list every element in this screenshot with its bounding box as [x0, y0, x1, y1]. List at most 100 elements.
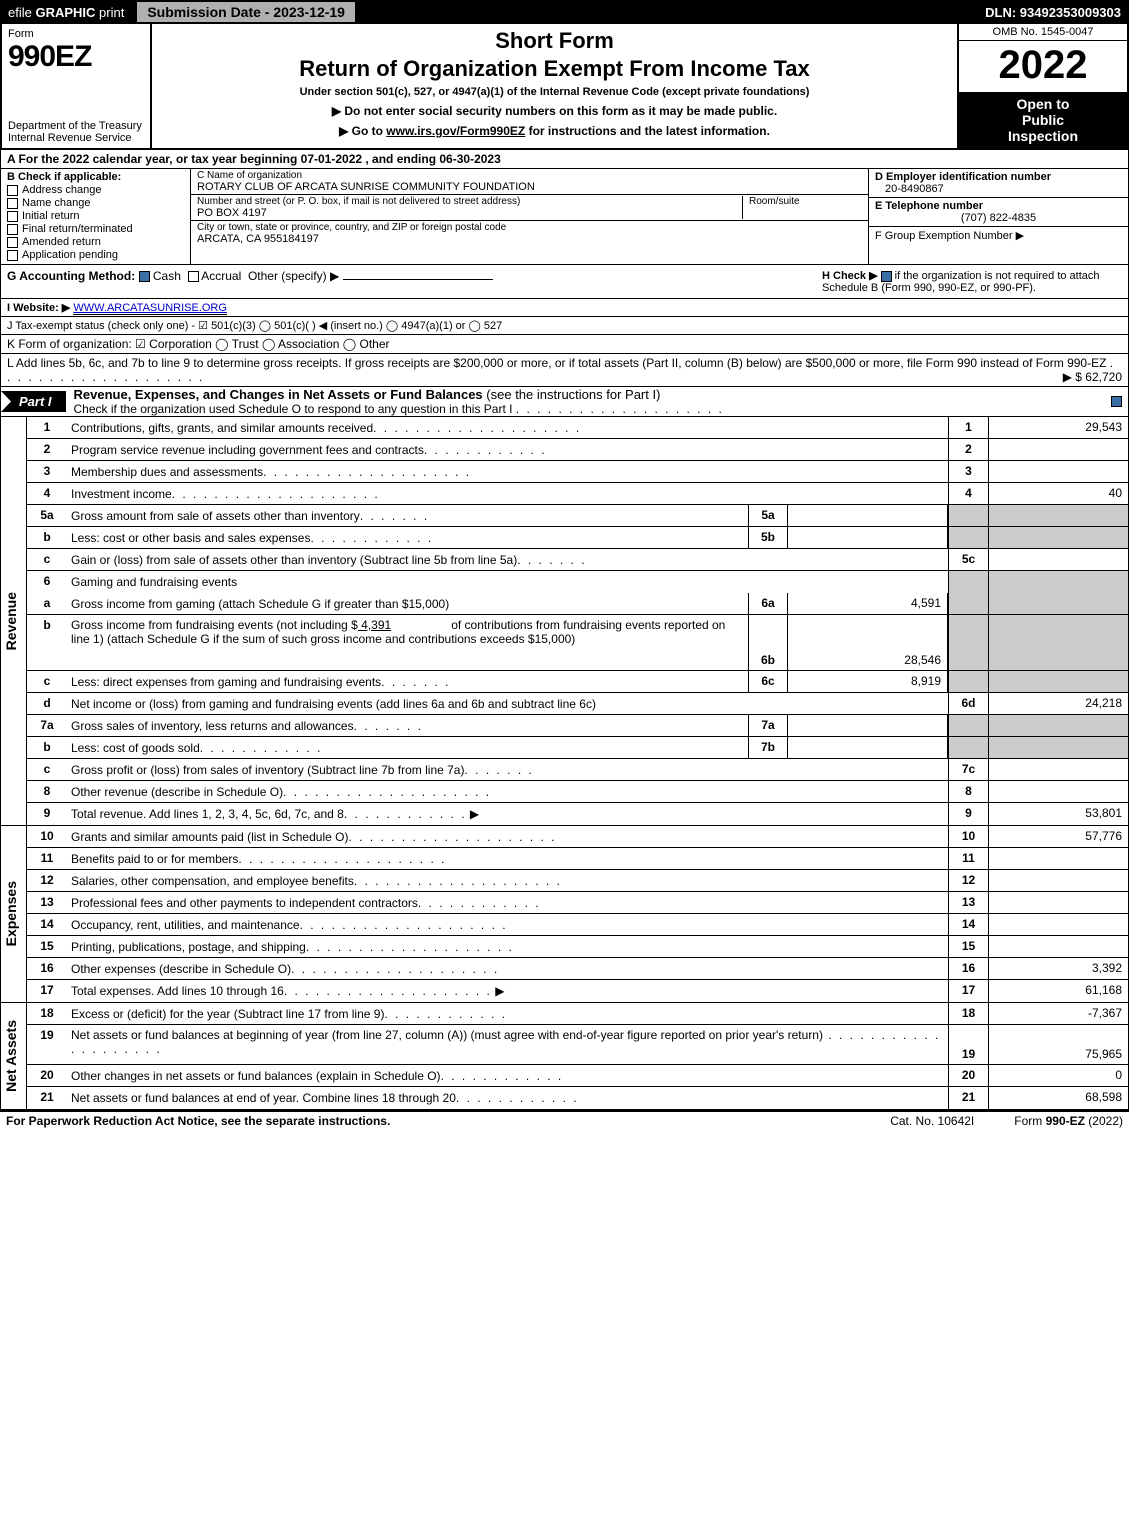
line-no: 8: [27, 781, 67, 802]
section-c: C Name of organization ROTARY CLUB OF AR…: [191, 169, 868, 264]
part-1-tab: Part I: [1, 391, 66, 412]
org-name: ROTARY CLUB OF ARCATA SUNRISE COMMUNITY …: [197, 181, 862, 193]
desc-text: Benefits paid to or for members: [71, 852, 238, 866]
chk-amended-return[interactable]: Amended return: [7, 236, 184, 248]
row-i: I Website: ▶ WWW.ARCATASUNRISE.ORG: [0, 299, 1129, 317]
row-h: H Check ▶ if the organization is not req…: [822, 269, 1122, 294]
line-7a: 7a Gross sales of inventory, less return…: [27, 715, 1128, 737]
box-val: [988, 892, 1128, 913]
chk-label: Initial return: [22, 210, 79, 222]
line-9: 9 Total revenue. Add lines 1, 2, 3, 4, 5…: [27, 803, 1128, 825]
chk-label: Address change: [22, 184, 102, 196]
box-no: 13: [948, 892, 988, 913]
dots-icon: [517, 553, 586, 567]
grey-cell: [988, 571, 1128, 593]
box-val: 24,218: [988, 693, 1128, 714]
grey-cell: [988, 527, 1128, 548]
line-1: 1 Contributions, gifts, grants, and simi…: [27, 417, 1128, 439]
chk-name-change[interactable]: Name change: [7, 197, 184, 209]
inner-box-no: 5a: [748, 505, 788, 526]
expenses-tab: Expenses: [1, 826, 27, 1002]
sub-line-1: Under section 501(c), 527, or 4947(a)(1)…: [160, 86, 949, 98]
expenses-tab-label: Expenses: [1, 875, 26, 952]
chk-initial-return[interactable]: Initial return: [7, 210, 184, 222]
line-desc: Less: cost of goods sold: [67, 737, 748, 758]
website-link[interactable]: WWW.ARCATASUNRISE.ORG: [73, 302, 227, 315]
netassets-body: 18 Excess or (deficit) for the year (Sub…: [27, 1003, 1128, 1109]
inner-box-no: 7b: [748, 737, 788, 758]
line-desc: Gain or (loss) from sale of assets other…: [67, 549, 948, 570]
group-label: F Group Exemption Number ▶: [875, 229, 1122, 242]
desc-text: Gross sales of inventory, less returns a…: [71, 719, 354, 733]
line-no: b: [27, 615, 67, 670]
box-val: [988, 936, 1128, 957]
desc-text: Investment income: [71, 487, 172, 501]
g-accrual: Accrual: [201, 269, 241, 283]
box-val: 61,168: [988, 980, 1128, 1002]
line-5b: b Less: cost or other basis and sales ex…: [27, 527, 1128, 549]
footer-left: For Paperwork Reduction Act Notice, see …: [6, 1114, 390, 1128]
chk-label: Name change: [22, 197, 91, 209]
dots-icon: [310, 531, 433, 545]
grey-cell: [948, 715, 988, 736]
desc-text: Gross income from gaming (attach Schedul…: [71, 597, 449, 611]
line-no: 2: [27, 439, 67, 460]
inner-box-no: 6a: [748, 593, 788, 614]
check-line-text: Check if the organization used Schedule …: [74, 402, 513, 416]
org-name-row: C Name of organization ROTARY CLUB OF AR…: [191, 169, 868, 195]
line-no: 11: [27, 848, 67, 869]
header-right-col: OMB No. 1545-0047 2022 Open to Public In…: [957, 24, 1127, 148]
box-no: 15: [948, 936, 988, 957]
desc-text: Less: cost of goods sold: [71, 741, 200, 755]
form-number: 990EZ: [8, 40, 144, 74]
chk-address-change[interactable]: Address change: [7, 184, 184, 196]
dots-icon: [348, 830, 556, 844]
ein-row: D Employer identification number 20-8490…: [869, 169, 1128, 198]
topbar-left: efile GRAPHIC print Submission Date - 20…: [0, 1, 356, 23]
line-no: 21: [27, 1087, 67, 1109]
footer-right-bold: 990-EZ: [1046, 1114, 1085, 1128]
form-header: Form 990EZ Department of the Treasury In…: [0, 24, 1129, 150]
revenue-tab: Revenue: [1, 417, 27, 825]
inner-box-no: 7a: [748, 715, 788, 736]
chk-final-return[interactable]: Final return/terminated: [7, 223, 184, 235]
line-desc: Grants and similar amounts paid (list in…: [67, 826, 948, 847]
desc-text: Gross profit or (loss) from sales of inv…: [71, 763, 464, 777]
footer-right-prefix: Form: [1014, 1114, 1045, 1128]
dots-icon: [360, 509, 429, 523]
dots-icon: [441, 1069, 564, 1083]
desc-text: Other changes in net assets or fund bala…: [71, 1069, 441, 1083]
desc-text: Other revenue (describe in Schedule O): [71, 785, 283, 799]
checkbox-icon: [7, 250, 18, 261]
irs-link[interactable]: www.irs.gov/Form990EZ: [386, 124, 525, 138]
line-21: 21 Net assets or fund balances at end of…: [27, 1087, 1128, 1109]
l-text: L Add lines 5b, 6c, and 7b to line 9 to …: [7, 356, 1106, 370]
dots-icon: [381, 675, 450, 689]
box-val: [988, 439, 1128, 460]
box-no: 6d: [948, 693, 988, 714]
main-title: Return of Organization Exempt From Incom…: [160, 56, 949, 82]
line-7c: c Gross profit or (loss) from sales of i…: [27, 759, 1128, 781]
sub3-suffix: for instructions and the latest informat…: [525, 124, 770, 138]
line-11: 11 Benefits paid to or for members 11: [27, 848, 1128, 870]
dots-icon: [306, 940, 514, 954]
desc-text: Salaries, other compensation, and employ…: [71, 874, 354, 888]
line-5a: 5a Gross amount from sale of assets othe…: [27, 505, 1128, 527]
desc-text: Total expenses. Add lines 10 through 16: [71, 984, 284, 998]
chk-application-pending[interactable]: Application pending: [7, 249, 184, 261]
section-b: B Check if applicable: Address change Na…: [1, 169, 191, 264]
row-j: J Tax-exempt status (check only one) - ☑…: [0, 317, 1129, 335]
line-6d: d Net income or (loss) from gaming and f…: [27, 693, 1128, 715]
line-desc: Gaming and fundraising events: [67, 571, 948, 593]
box-no: 17: [948, 980, 988, 1002]
line-12: 12 Salaries, other compensation, and emp…: [27, 870, 1128, 892]
desc-text: Less: direct expenses from gaming and fu…: [71, 675, 381, 689]
line-14: 14 Occupancy, rent, utilities, and maint…: [27, 914, 1128, 936]
grey-cell: [948, 571, 988, 593]
box-val: 0: [988, 1065, 1128, 1086]
line-15: 15 Printing, publications, postage, and …: [27, 936, 1128, 958]
desc-text: Professional fees and other payments to …: [71, 896, 418, 910]
line-no: a: [27, 593, 67, 614]
inner-box-no: 6b: [748, 615, 788, 670]
dots-icon: [424, 443, 547, 457]
